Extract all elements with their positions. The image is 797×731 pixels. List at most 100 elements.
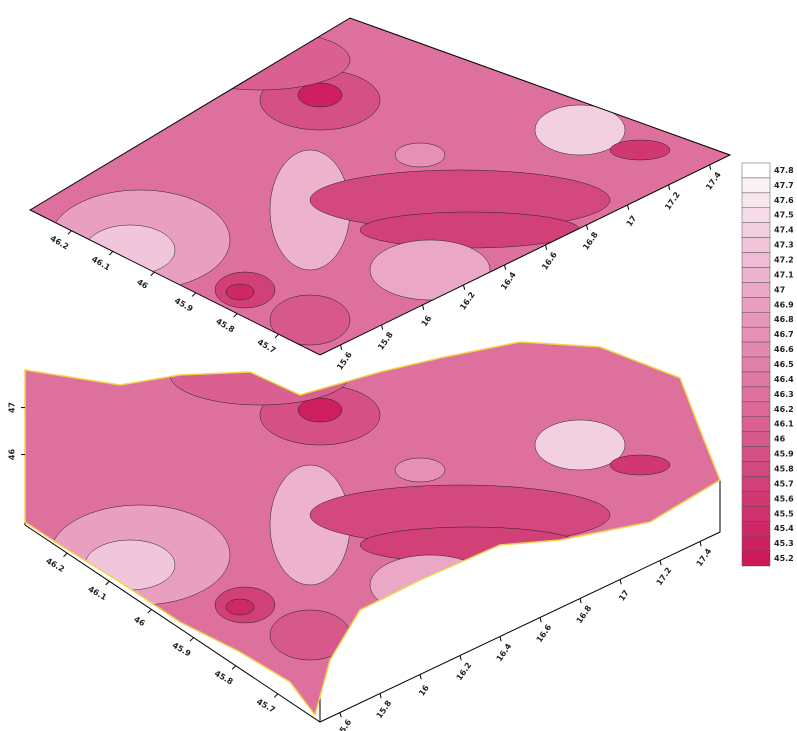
x-tick-label: 46.1: [86, 584, 108, 602]
tick-mark: [109, 251, 113, 255]
legend-label: 47.7: [774, 181, 794, 190]
legend-swatch: [742, 253, 770, 268]
y-tick-label: 17.2: [655, 566, 674, 587]
legend-swatch: [742, 387, 770, 402]
x-tick-label: 46.2: [44, 556, 66, 574]
contour-region: [610, 140, 670, 160]
legend-swatch: [742, 327, 770, 342]
tick-mark: [423, 305, 424, 310]
legend-swatch: [742, 282, 770, 297]
contour-region: [270, 610, 350, 660]
y-tick-label: 16.8: [575, 603, 594, 625]
contour-region: [360, 212, 580, 248]
tick-mark: [464, 285, 465, 290]
tick-mark: [700, 542, 701, 547]
legend-label: 47.5: [774, 211, 794, 220]
tick-mark: [234, 314, 238, 318]
contour-region: [395, 458, 445, 482]
tick-mark: [380, 694, 381, 699]
tick-mark: [190, 638, 194, 642]
legend-swatch: [742, 462, 770, 477]
tick-mark: [505, 265, 506, 270]
tick-mark: [148, 609, 152, 613]
legend-swatch: [742, 417, 770, 432]
legend-label: 45.6: [774, 494, 794, 503]
legend-label: 45.4: [774, 524, 794, 533]
contour-region: [226, 284, 254, 300]
tick-mark: [64, 553, 68, 557]
legend-swatch: [742, 193, 770, 208]
legend-swatch: [742, 312, 770, 327]
legend-swatch: [742, 297, 770, 312]
legend-label: 47.2: [774, 256, 794, 265]
tick-mark: [620, 580, 621, 585]
legend-swatch: [742, 521, 770, 536]
contour-region: [298, 398, 342, 422]
contour-region: [270, 295, 350, 345]
legend-label: 46.6: [774, 345, 794, 354]
y-tick-label: 15.6: [335, 717, 354, 731]
tick-mark: [587, 225, 588, 230]
x-tick-label: 45.9: [171, 641, 193, 659]
legend-label: 47.6: [774, 196, 794, 205]
legend-swatch: [742, 223, 770, 238]
x-tick-label: 45.7: [256, 337, 278, 355]
contour-region: [85, 540, 175, 590]
top-map: [0, 0, 797, 731]
tick-mark: [68, 231, 72, 235]
x-tick-label: 46.2: [49, 234, 71, 252]
contour-region: [170, 30, 350, 90]
y-tick-label: 16.6: [540, 250, 559, 272]
contour-region: [610, 455, 670, 475]
contour-region: [370, 555, 490, 615]
legend-label: 46.7: [774, 330, 794, 339]
x-tick-label: 46.1: [90, 255, 112, 273]
y-tick-label: 15.8: [376, 330, 395, 352]
contour-region: [85, 225, 175, 275]
legend-swatch: [742, 551, 770, 566]
tick-mark: [340, 713, 341, 718]
legend-swatch: [742, 267, 770, 282]
x-tick-label: 45.9: [173, 296, 195, 314]
legend-label: 46.1: [774, 420, 794, 429]
legend-label: 45.7: [774, 479, 794, 488]
contour-region: [226, 599, 254, 615]
legend-label: 46.5: [774, 360, 794, 369]
x-tick-label: 46: [135, 277, 150, 291]
legend-swatch: [742, 163, 770, 178]
y-tick-label: 16.2: [455, 661, 474, 682]
legend-label: 47.4: [774, 226, 794, 235]
y-tick-label: 17: [617, 588, 631, 602]
contour-region: [395, 143, 445, 167]
tick-mark: [540, 618, 541, 623]
tick-mark: [232, 666, 236, 670]
y-tick-label: 16.8: [581, 230, 600, 252]
x-tick-label: 45.8: [214, 317, 236, 335]
tick-mark: [500, 637, 501, 642]
legend-swatch: [742, 342, 770, 357]
tick-mark: [151, 272, 155, 276]
legend-label: 45.9: [774, 450, 794, 459]
legend-swatch: [742, 372, 770, 387]
x-tick-label: 45.8: [213, 669, 235, 687]
contour-region: [298, 83, 342, 107]
legend-label: 47.1: [774, 270, 794, 279]
legend-swatch: [742, 178, 770, 193]
y-tick-label: 16.6: [535, 622, 554, 644]
tick-mark: [628, 205, 629, 210]
y-tick-label: 16.2: [458, 290, 477, 311]
y-tick-label: 15.6: [335, 350, 354, 372]
legend-label: 47: [774, 285, 785, 294]
legend-label: 45.3: [774, 539, 794, 548]
tick-mark: [341, 345, 342, 350]
tick-mark: [420, 675, 421, 680]
legend-swatch: [742, 447, 770, 462]
legend-label: 46.4: [774, 375, 794, 384]
contour-region: [370, 240, 490, 300]
legend-swatch: [742, 491, 770, 506]
tick-mark: [460, 656, 461, 661]
y-tick-label: 16: [420, 314, 434, 329]
legend-label: 46.3: [774, 390, 794, 399]
legend-label: 45.8: [774, 464, 794, 473]
x-tick-label: 46: [132, 615, 147, 629]
